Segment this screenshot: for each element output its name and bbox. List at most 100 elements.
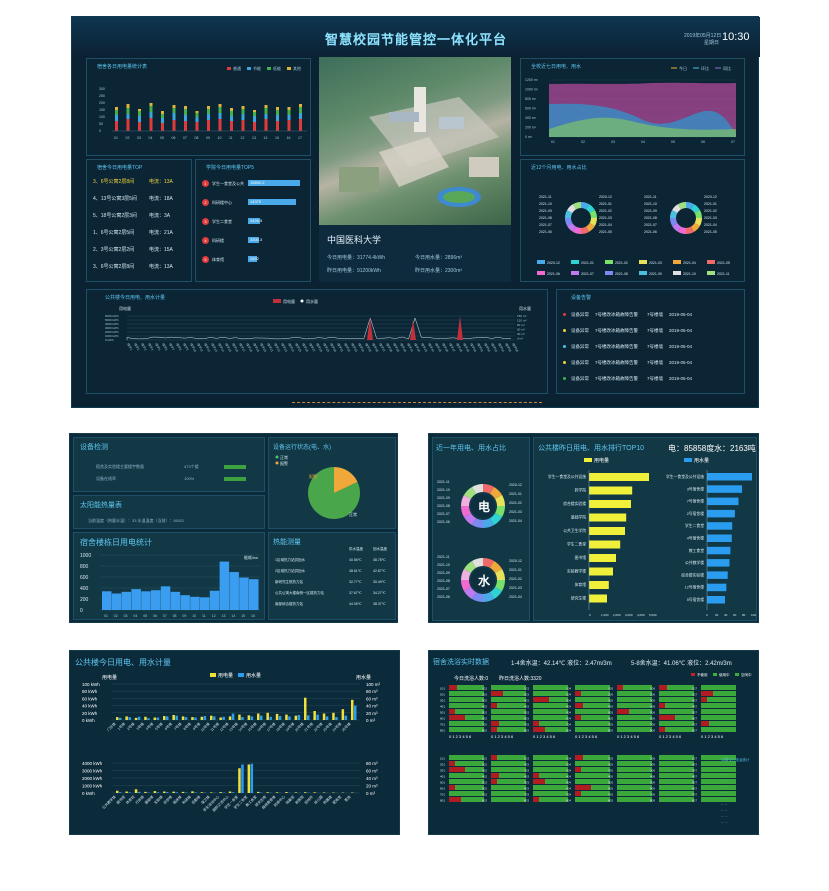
x-tick: 02 (581, 140, 585, 144)
bar-segment (276, 115, 279, 121)
rank-badge: 3 (202, 218, 209, 225)
ring-label: 2021-09 (437, 571, 450, 575)
dorm-top-name: 3、6号公寓2层8间 (93, 263, 134, 270)
campus-aerial-image[interactable] (319, 57, 511, 225)
row-label: 806 (650, 799, 655, 803)
shower-cell (659, 779, 694, 784)
ring-segment (588, 207, 593, 212)
alarm-desc: 7号楼改冰箱故障告警 (595, 344, 638, 350)
ring-segment (467, 564, 474, 571)
dorm-daily-panel: 宿舍楼栋日用电统计 能耗/kw 1000 800 600 400 200 0 01 02 03 04… (73, 532, 265, 620)
row-label: 303 (524, 769, 529, 773)
row-label: 104 (566, 687, 571, 691)
shower-cell-busy (533, 773, 539, 778)
legend-label: 使用中 (719, 672, 730, 677)
water-name: 4号宿舍楼 (687, 536, 705, 541)
row-label: 205 (608, 693, 613, 697)
bar-segment (207, 114, 210, 120)
x-tick: 10 (218, 136, 222, 140)
y-tick: 100 kWh (82, 682, 100, 687)
bar-segment (299, 113, 302, 119)
bar (112, 594, 122, 611)
ring-segment (675, 225, 680, 230)
legend-swatch (571, 260, 579, 264)
elec-bar (589, 541, 620, 549)
alarm-desc: 7号楼改冰箱故障告警 (595, 360, 638, 366)
elec-bar (295, 716, 298, 720)
row-label: 603 (524, 717, 529, 721)
ring-label: 2021-03 (599, 216, 612, 220)
row-label: 801 (440, 799, 445, 803)
shower-cell-busy (659, 727, 665, 732)
elec-bar (172, 715, 175, 720)
college-name: 学生二食堂 (212, 219, 246, 225)
legend-swatch (287, 67, 291, 70)
bar-segment (207, 109, 210, 114)
water-bar (269, 717, 272, 720)
alarm-type: 设备异常 (571, 376, 589, 382)
ring-segment (499, 497, 501, 506)
bar-segment (219, 113, 222, 119)
side-row: -- : -- (721, 820, 728, 824)
water-name: 综合楼实验楼 (681, 572, 704, 577)
row-label: 301 (440, 769, 445, 773)
shower-cell-busy (701, 697, 707, 702)
legend-swatch (210, 673, 216, 677)
row-label: 506 (650, 711, 655, 715)
device-check-row1-value: 473个楼 (184, 464, 199, 470)
bar-segment (150, 106, 153, 112)
side-title: 1#楼今日洗浴统计 (721, 757, 750, 762)
elec-bar (589, 487, 632, 495)
legend-swatch (639, 260, 647, 264)
alarm-dot (563, 361, 566, 364)
bar-segment (196, 122, 199, 131)
elec-axis-tick: 3,000 (625, 613, 633, 617)
y-tick: 400 (80, 586, 89, 592)
bar-segment (276, 110, 279, 115)
ring-segment (465, 571, 467, 580)
ring-segment (467, 589, 474, 596)
row-label: 105 (608, 757, 613, 761)
row-label: 607 (692, 787, 697, 791)
elec-bar (323, 714, 326, 720)
water-bar (175, 716, 178, 720)
ring-label: 2021-02 (509, 501, 522, 505)
dorm-top-value: 电流：3A (149, 212, 170, 219)
ring-label: 2021-03 (704, 216, 717, 220)
water-bar (241, 717, 244, 720)
x-axis-label: 0 1 2 3 4 5 6 (617, 734, 640, 739)
water-bar (138, 792, 141, 793)
solar-text: 当前温度（热量水温）：33 水温温度（当前）：60/53 (88, 518, 184, 524)
alarm-type: 设备异常 (571, 344, 589, 350)
x-tick: 6号楼 (163, 721, 173, 731)
alarm-location: 7号楼墙 (647, 312, 663, 318)
row-label: 501 (440, 711, 445, 715)
x-axis-label: 0 1 2 3 4 5 6 (449, 734, 472, 739)
elec-bar (266, 713, 269, 720)
heat-title: 热能测量 (273, 537, 301, 547)
heat-return: 30.49℃ (373, 580, 386, 584)
elec-bar (154, 717, 157, 720)
legend-label: 环比 (701, 65, 709, 71)
ring-label: 2021-04 (509, 595, 522, 599)
shower-cell-busy (575, 785, 591, 790)
legend-label: 普通 (233, 65, 241, 71)
shower-cell (617, 703, 652, 708)
water-line (127, 318, 511, 340)
bar-segment (161, 114, 164, 118)
date-text: 2019年05月12日 (684, 32, 721, 39)
water-bar (707, 559, 730, 567)
shower-cell-busy (491, 721, 499, 726)
bar-segment (265, 119, 268, 131)
elec-name: 基础学院 (571, 515, 586, 520)
shower-cell (701, 779, 736, 784)
bar-segment (196, 111, 199, 113)
heat-supply: 40.56℃ (349, 558, 362, 562)
water-bar (166, 792, 169, 793)
shower-cell (617, 761, 652, 766)
alarm-dot (563, 313, 566, 316)
water-bar (707, 584, 726, 592)
legend-label: 用水量 (246, 672, 261, 679)
row-label: 503 (524, 781, 529, 785)
row-label: 602 (482, 787, 487, 791)
